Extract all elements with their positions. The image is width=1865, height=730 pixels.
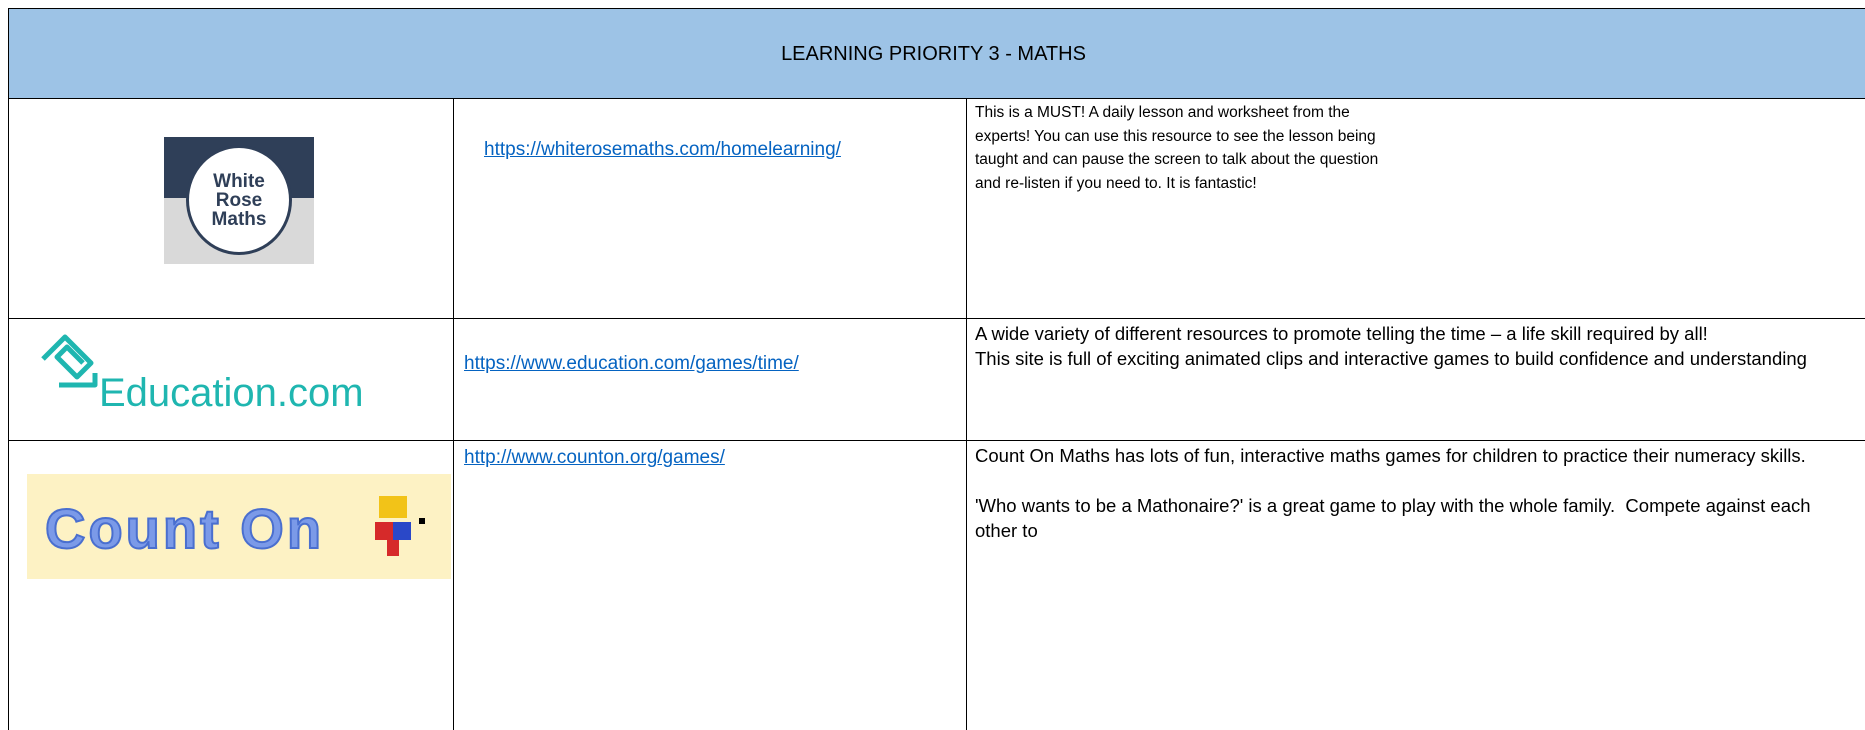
header-cell: LEARNING PRIORITY 3 - MATHS bbox=[8, 8, 1865, 99]
logo-text: Rose bbox=[215, 189, 263, 211]
logo-text: Count On bbox=[44, 496, 325, 561]
link[interactable]: http://www.counton.org/games/ bbox=[464, 447, 725, 468]
education-icon bbox=[41, 334, 98, 388]
link-cell: https://whiterosemaths.com/homelearning/ bbox=[453, 98, 967, 319]
page: LEARNING PRIORITY 3 - MATHS White Rose M… bbox=[8, 8, 1865, 730]
white-rose-logo: White Rose Maths bbox=[164, 137, 314, 264]
logo-cell: White Rose Maths bbox=[8, 98, 454, 319]
logo-cell: Education.com bbox=[8, 318, 454, 441]
count-on-mascot bbox=[375, 496, 425, 556]
logo-cell: Count On bbox=[8, 440, 454, 730]
description: This site is full of exciting animated c… bbox=[975, 348, 1807, 369]
link-cell: https://www.education.com/games/time/ bbox=[453, 318, 967, 441]
description-cell: Count On Maths has lots of fun, interact… bbox=[966, 440, 1865, 730]
link[interactable]: https://whiterosemaths.com/homelearning/ bbox=[484, 139, 841, 160]
description-cell: This is a MUST! A daily lesson and works… bbox=[966, 98, 1865, 319]
logo-text: White bbox=[213, 170, 265, 192]
description-cell: A wide variety of different resources to… bbox=[966, 318, 1865, 441]
logo-badge: White Rose Maths bbox=[186, 145, 292, 255]
link[interactable]: https://www.education.com/games/time/ bbox=[464, 353, 799, 374]
link-cell: http://www.counton.org/games/ bbox=[453, 440, 967, 730]
description: This is a MUST! A daily lesson and works… bbox=[975, 104, 1383, 192]
description: Count On Maths has lots of fun, interact… bbox=[975, 445, 1806, 466]
header-title: LEARNING PRIORITY 3 - MATHS bbox=[781, 42, 1086, 65]
logo-text: Maths bbox=[211, 208, 267, 230]
logo-text: Education.com bbox=[99, 371, 364, 415]
description: A wide variety of different resources to… bbox=[975, 323, 1708, 344]
count-on-logo: Count On bbox=[27, 474, 451, 579]
description: 'Who wants to be a Mathonaire?' is a gre… bbox=[975, 495, 1816, 541]
